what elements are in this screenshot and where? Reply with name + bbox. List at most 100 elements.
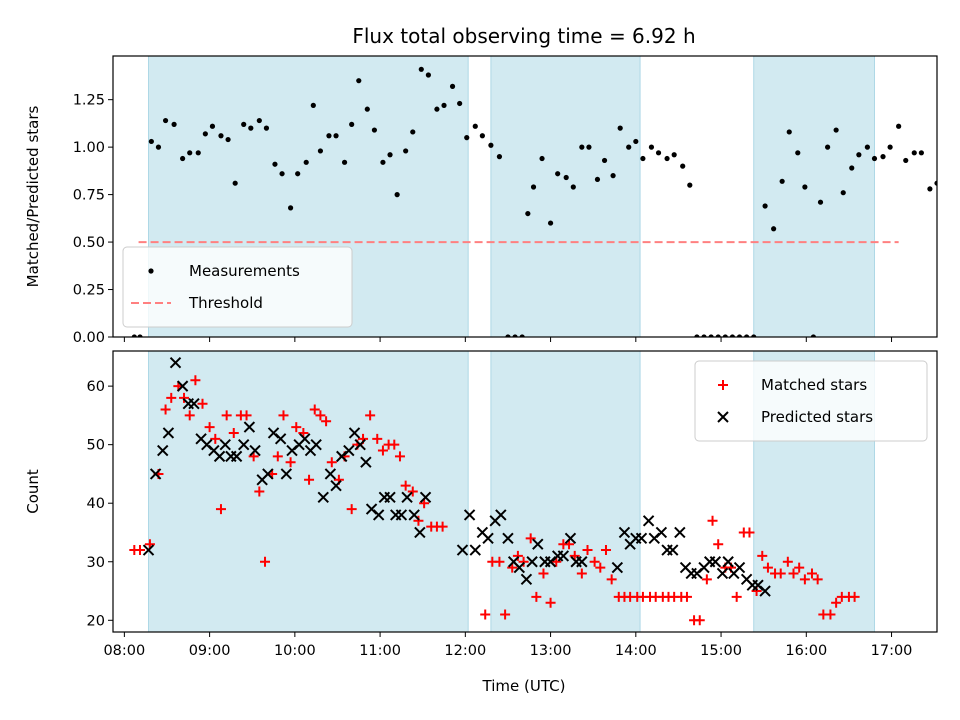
data-point bbox=[348, 427, 361, 439]
data-point bbox=[371, 127, 378, 133]
data-point bbox=[570, 184, 576, 190]
data-point bbox=[502, 532, 514, 545]
x-tick-label: 13:00 bbox=[530, 643, 572, 659]
data-point bbox=[806, 568, 817, 579]
x-tick-label: 12:00 bbox=[444, 643, 486, 659]
data-point bbox=[171, 121, 177, 127]
data-point bbox=[324, 468, 337, 480]
data-point bbox=[779, 178, 785, 184]
data-point bbox=[315, 410, 326, 421]
data-point bbox=[610, 173, 616, 179]
data-point bbox=[317, 148, 324, 154]
data-point bbox=[729, 334, 736, 337]
data-point bbox=[788, 568, 799, 579]
data-point bbox=[713, 539, 724, 550]
data-point bbox=[326, 133, 332, 139]
data-point bbox=[377, 445, 388, 456]
x-tick-label: 08:00 bbox=[103, 643, 145, 659]
legend-label: Measurements bbox=[189, 262, 300, 280]
data-point bbox=[505, 334, 511, 337]
legend-label: Predicted stars bbox=[761, 408, 873, 426]
data-point bbox=[831, 597, 842, 608]
data-point bbox=[414, 526, 426, 539]
data-point bbox=[871, 155, 878, 162]
data-point bbox=[539, 155, 545, 162]
data-point bbox=[500, 609, 511, 620]
data-point bbox=[437, 521, 448, 532]
data-point bbox=[230, 450, 243, 463]
data-point bbox=[579, 144, 585, 150]
data-point bbox=[330, 479, 342, 492]
data-point bbox=[751, 334, 757, 337]
data-point bbox=[482, 532, 494, 545]
observing-interval-1 bbox=[490, 350, 641, 633]
data-point bbox=[519, 334, 525, 337]
x-tick-label: 09:00 bbox=[189, 643, 231, 659]
chart-title: Flux total observing time = 6.92 h bbox=[352, 24, 695, 48]
data-point bbox=[880, 154, 886, 160]
data-point bbox=[479, 133, 485, 139]
data-point bbox=[364, 106, 370, 112]
data-point bbox=[215, 504, 226, 515]
data-point bbox=[184, 410, 195, 421]
data-point bbox=[209, 123, 216, 129]
data-point bbox=[195, 150, 201, 156]
data-point bbox=[180, 155, 186, 162]
data-point bbox=[274, 433, 287, 445]
data-point bbox=[401, 491, 413, 504]
data-point bbox=[681, 591, 692, 602]
data-point bbox=[262, 468, 274, 480]
data-point bbox=[849, 591, 860, 602]
data-point bbox=[241, 121, 247, 127]
y-tick-label: 0.25 bbox=[73, 283, 105, 299]
data-point bbox=[160, 404, 171, 415]
data-point bbox=[241, 410, 252, 421]
data-point bbox=[802, 184, 808, 190]
data-point bbox=[410, 129, 416, 135]
data-point bbox=[557, 550, 570, 562]
data-point bbox=[513, 561, 526, 574]
data-point bbox=[674, 526, 686, 539]
data-point bbox=[701, 574, 712, 585]
data-point bbox=[256, 117, 262, 124]
data-point bbox=[810, 334, 816, 337]
data-point bbox=[833, 127, 839, 133]
x-tick-label: 17:00 bbox=[871, 643, 913, 659]
data-point bbox=[943, 165, 948, 170]
data-point bbox=[762, 203, 768, 209]
data-point bbox=[547, 220, 554, 226]
data-point bbox=[538, 568, 549, 579]
axes-frame bbox=[112, 350, 938, 633]
data-point bbox=[279, 171, 285, 177]
data-point bbox=[709, 556, 722, 568]
data-point bbox=[635, 532, 648, 545]
data-point bbox=[343, 444, 355, 457]
data-point bbox=[149, 468, 162, 480]
data-point bbox=[249, 444, 261, 457]
data-point bbox=[356, 78, 362, 84]
data-point bbox=[408, 509, 420, 521]
data-point bbox=[600, 545, 611, 556]
data-point bbox=[744, 334, 750, 337]
data-point bbox=[202, 131, 208, 137]
data-point bbox=[664, 155, 670, 162]
legend: Measurements Threshold bbox=[122, 246, 353, 328]
data-point bbox=[864, 144, 870, 150]
data-point bbox=[354, 438, 366, 451]
data-point bbox=[321, 416, 332, 427]
data-point bbox=[400, 480, 411, 491]
axes-frame bbox=[112, 55, 938, 338]
y-tick-label: 0.50 bbox=[73, 235, 105, 251]
x-tick-label: 15:00 bbox=[700, 643, 742, 659]
data-point bbox=[457, 100, 463, 107]
data-point bbox=[380, 159, 386, 165]
data-point bbox=[304, 474, 315, 485]
data-point bbox=[394, 192, 400, 198]
data-point bbox=[617, 125, 623, 131]
data-point bbox=[759, 585, 771, 597]
data-point bbox=[299, 433, 311, 445]
data-point bbox=[555, 171, 561, 177]
data-point bbox=[349, 121, 355, 127]
data-point bbox=[531, 591, 542, 602]
